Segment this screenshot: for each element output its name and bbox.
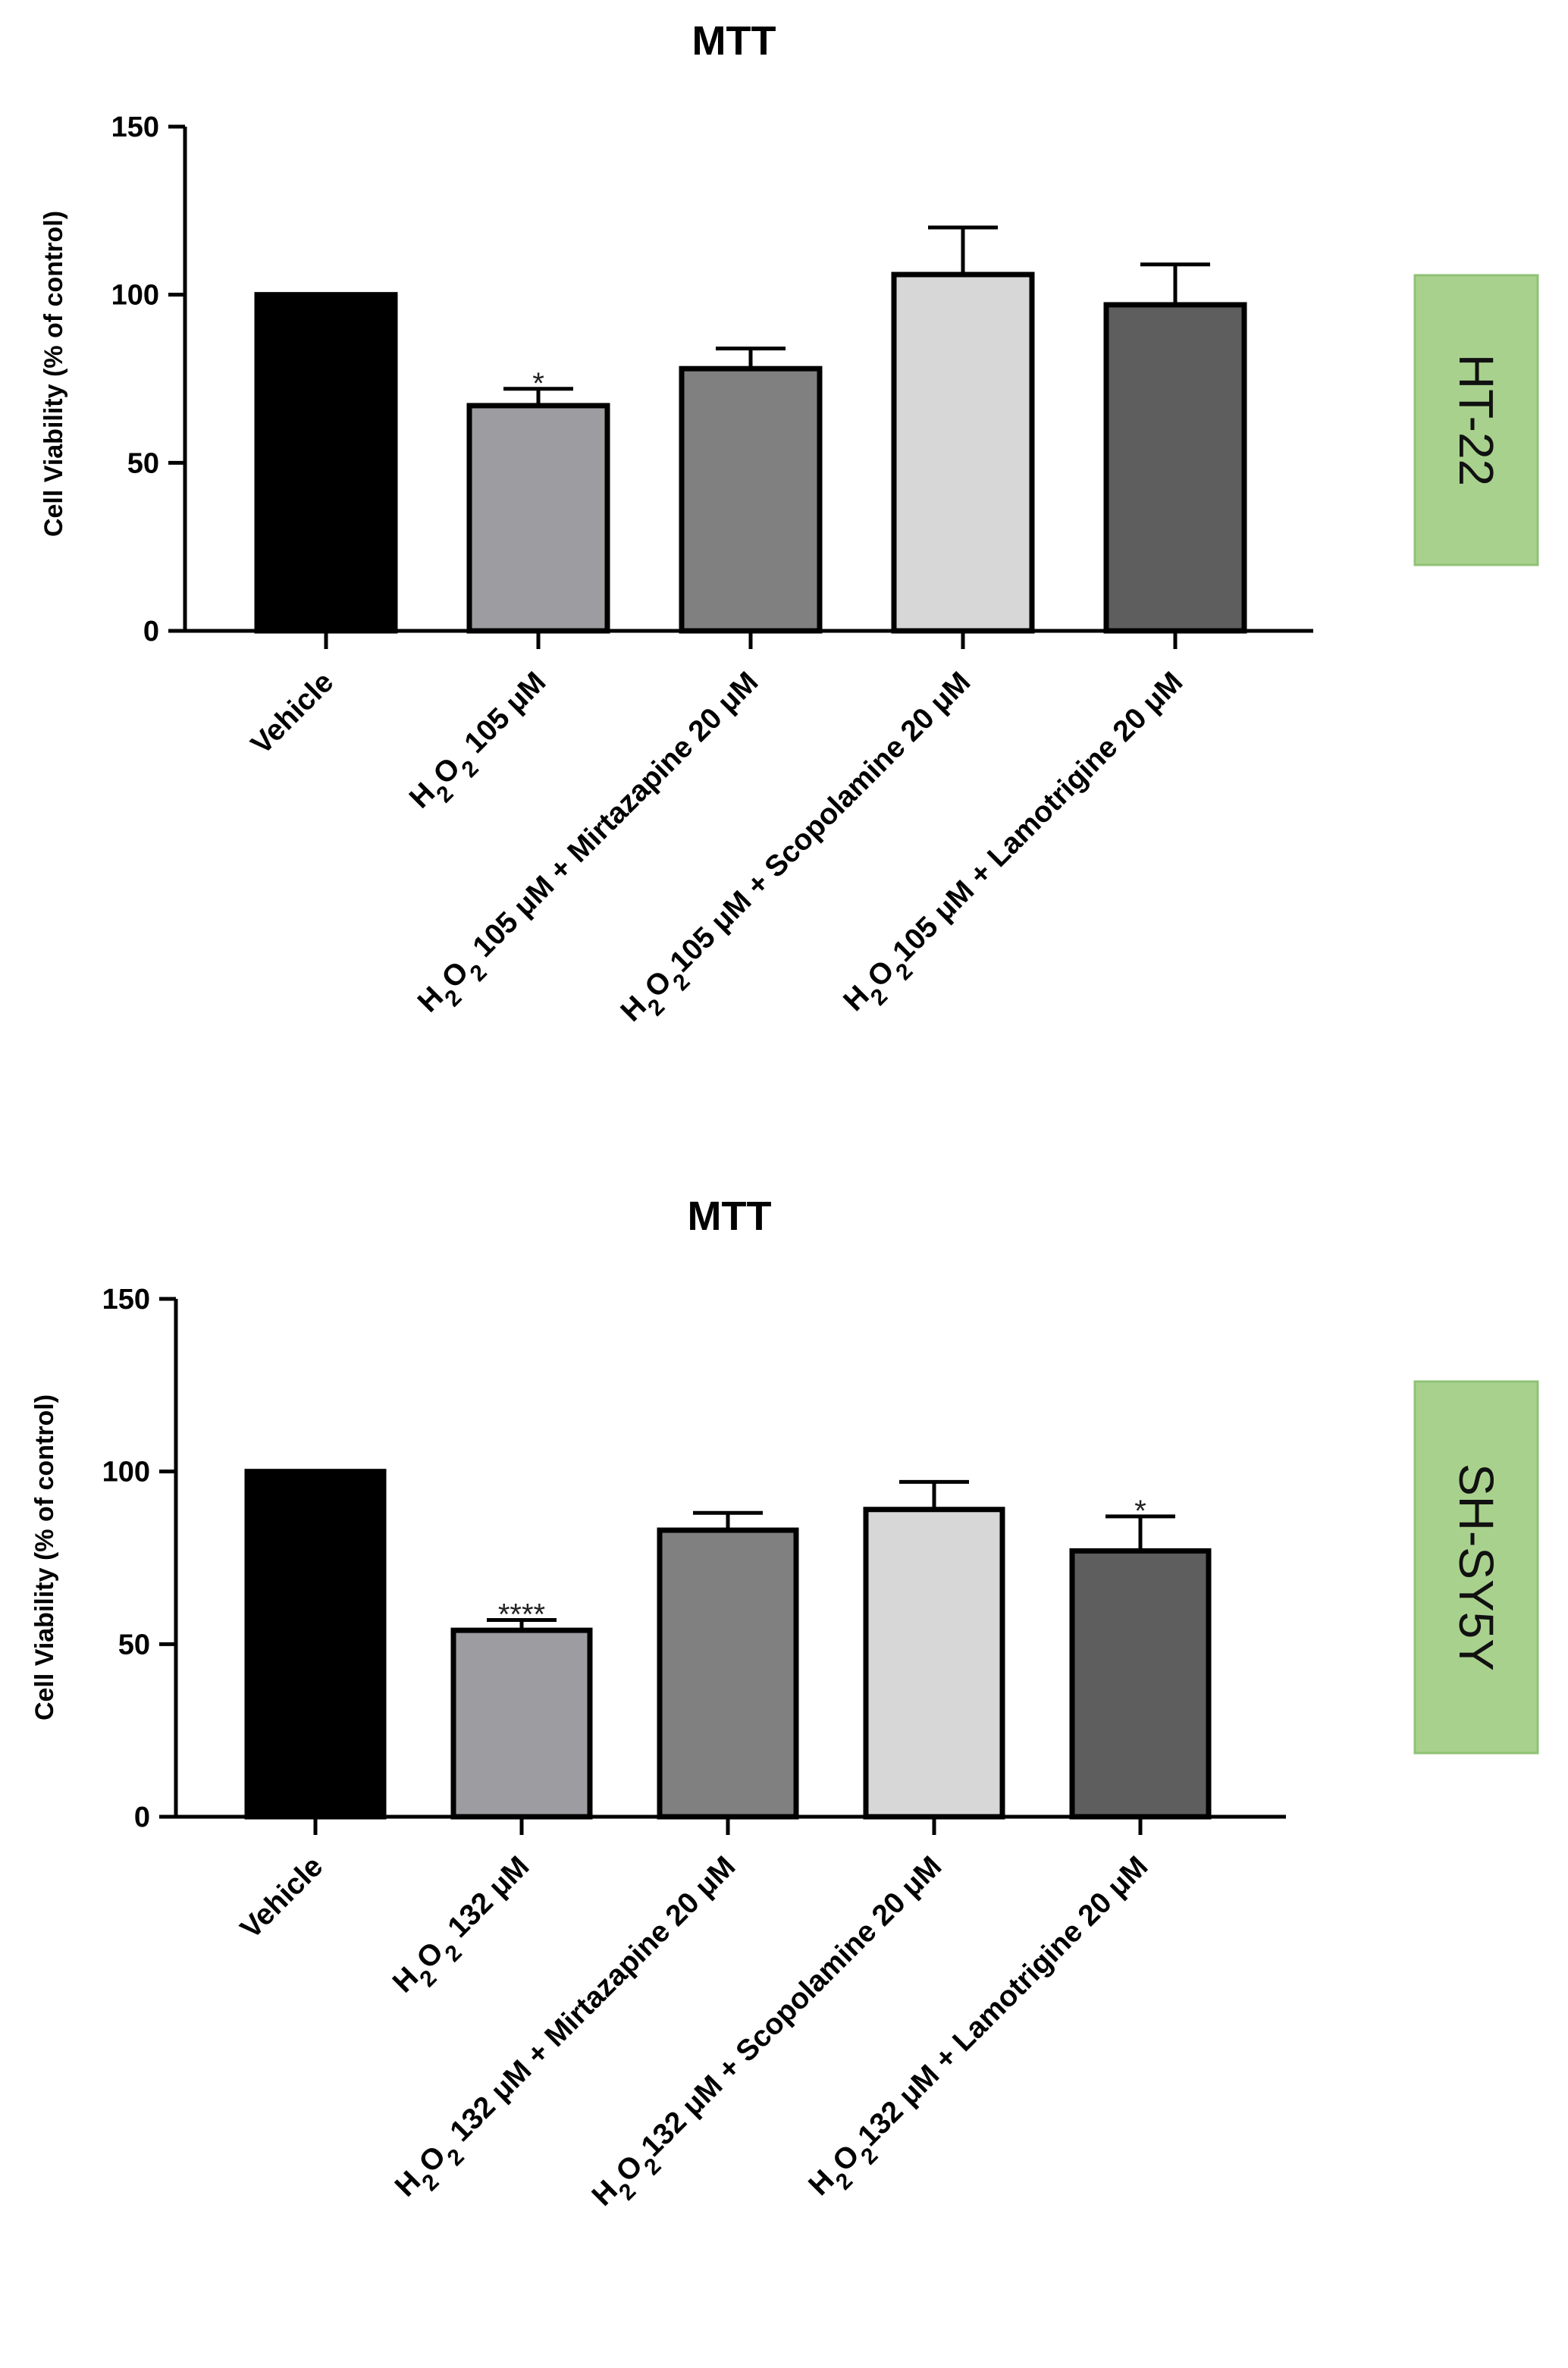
chart-title: MTT	[692, 18, 776, 64]
x-tick-label: H2O2132 μM + Scopolamine 20 μM	[586, 1850, 956, 2220]
cell-line-label-box: HT-22	[1413, 274, 1539, 566]
x-tick-label: H2O2 132 μM	[387, 1850, 544, 2007]
bar	[863, 1507, 1005, 1820]
bar	[657, 1527, 799, 1820]
bar	[244, 1469, 387, 1820]
significance-marker: *	[532, 367, 544, 400]
y-tick-label: 100	[102, 1457, 150, 1488]
x-tick-label: H2O2105 μM + Scopolamine 20 μM	[615, 666, 985, 1036]
y-tick-label: 150	[111, 111, 159, 143]
bar	[1103, 302, 1247, 634]
bar	[891, 271, 1035, 634]
cell-line-label-box: SH-SY5Y	[1413, 1380, 1539, 1755]
y-tick-label: 50	[118, 1629, 150, 1661]
y-ticks: 0 50 100 150	[111, 111, 1178, 649]
y-tick-label: 150	[102, 1284, 150, 1316]
significance-marker: *	[1134, 1495, 1146, 1528]
cell-line-label-background	[1413, 1380, 1539, 1755]
bar	[1069, 1548, 1212, 1820]
bar	[679, 365, 823, 634]
y-axis-label: Cell Viability (% of control)	[39, 211, 68, 537]
y-tick-label: 0	[143, 616, 159, 648]
y-axis-label: Cell Viability (% of control)	[30, 1394, 59, 1720]
bar	[450, 1627, 593, 1820]
cell-line-label-background	[1413, 274, 1539, 566]
y-ticks: 0 50 100 150	[102, 1284, 1143, 1835]
chart-title: MTT	[688, 1193, 772, 1239]
bar	[466, 403, 610, 634]
x-tick-label: H2O2105 μM + Lamotrigine 20 μM	[837, 666, 1196, 1025]
significance-marker: ****	[498, 1598, 545, 1631]
chart-panel-ht22: MTT Cell Viability (% of control) * 0 50 1…	[39, 18, 1539, 1036]
cell-line-label: SH-SY5Y	[1449, 1463, 1504, 1671]
bars: *****	[244, 1469, 1212, 1820]
x-tick-label: Vehicle	[234, 1850, 329, 1945]
cell-line-label: HT-22	[1449, 354, 1504, 486]
chart-panel-shsy5y: MTT Cell Viability (% of control) ***** …	[30, 1193, 1539, 2220]
y-tick-label: 50	[127, 447, 159, 479]
y-tick-label: 100	[111, 280, 159, 312]
bars: *	[254, 225, 1247, 634]
x-tick-label: H2O2 105 μM	[403, 666, 560, 823]
y-tick-label: 0	[134, 1802, 150, 1833]
x-tick-label: H2O2 132 μM + Mirtazapine 20 μM	[389, 1850, 750, 2211]
x-tick-label: Vehicle	[245, 666, 340, 761]
x-tick-label: H2O2132 μM + Lamotrigine 20 μM	[802, 1850, 1162, 2210]
x-tick-label: H2O2 105 μM + Mirtazapine 20 μM	[412, 666, 773, 1027]
bar	[254, 292, 398, 634]
